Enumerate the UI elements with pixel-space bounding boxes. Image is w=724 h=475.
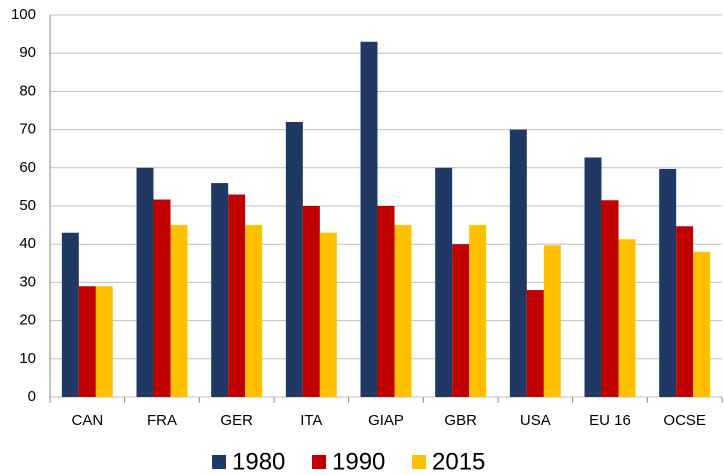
bar [228,194,246,397]
bar [435,167,453,397]
x-tick-label: EU 16 [589,412,631,429]
bar [509,129,527,397]
y-tick-label: 0 [28,388,36,405]
legend-swatch [412,455,426,469]
bar [136,167,154,397]
x-tick-label: CAN [71,412,103,429]
y-tick-label: 80 [19,82,36,99]
bar [360,41,378,398]
bar [211,183,229,397]
bar [170,225,188,397]
y-tick-label: 70 [19,121,36,138]
y-tick-label: 30 [19,273,36,290]
x-tick-label: GBR [444,412,477,429]
legend-label: 1980 [232,448,285,475]
bar [285,121,303,398]
x-tick-label: ITA [300,412,322,429]
legend-label: 2015 [432,448,485,475]
x-tick-label: GIAP [368,412,404,429]
bar [61,232,79,397]
x-tick-label: GER [220,412,253,429]
bar [319,232,337,397]
bar [469,225,487,397]
legend-label: 1990 [332,448,385,475]
x-tick-label: FRA [147,412,177,429]
legend-swatch [312,455,326,469]
bar [452,244,470,397]
x-tick-label: USA [520,412,551,429]
bar [245,225,263,397]
bar [584,157,602,397]
bar [377,206,395,397]
y-tick-label: 50 [19,197,36,214]
y-tick-label: 20 [19,312,36,329]
x-tick-label: OCSE [663,412,706,429]
bar [693,251,711,397]
bar [676,226,694,397]
bar [153,199,171,397]
y-tick-label: 100 [11,6,36,23]
bar [618,239,636,397]
bar [659,168,677,397]
y-tick-label: 90 [19,44,36,61]
bar [601,200,619,397]
y-tick-label: 40 [19,235,36,252]
bar [394,225,412,397]
bar [78,286,96,397]
y-tick-label: 10 [19,350,36,367]
legend-swatch [212,455,226,469]
y-tick-label: 60 [19,159,36,176]
bar [95,286,113,397]
bar [526,290,544,397]
bar [543,245,561,397]
bar [302,206,320,397]
